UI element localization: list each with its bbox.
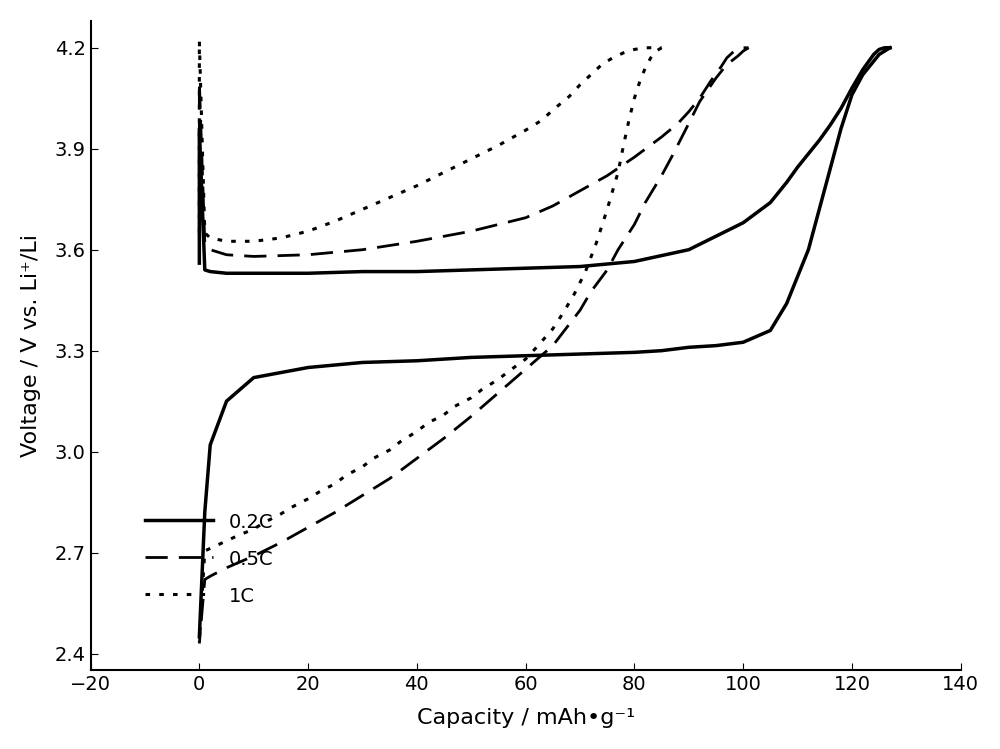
0.2C bbox=[824, 121, 836, 130]
1C bbox=[574, 80, 586, 89]
0.5C bbox=[726, 49, 738, 58]
Line: 0.2C: 0.2C bbox=[199, 48, 890, 273]
0.2C bbox=[813, 136, 825, 145]
0.5C bbox=[221, 250, 233, 259]
1C bbox=[221, 237, 233, 246]
0.2C bbox=[199, 265, 211, 274]
0.5C bbox=[737, 43, 749, 52]
1C bbox=[618, 49, 630, 58]
1C bbox=[645, 43, 657, 52]
0.2C bbox=[802, 149, 814, 158]
0.5C bbox=[743, 43, 755, 52]
1C bbox=[536, 115, 548, 124]
0.2C bbox=[792, 163, 804, 172]
1C bbox=[204, 234, 216, 243]
0.5C bbox=[705, 77, 717, 86]
0.2C bbox=[884, 43, 896, 52]
1C bbox=[193, 37, 205, 46]
0.5C bbox=[248, 252, 260, 261]
1C bbox=[520, 126, 532, 135]
0.5C bbox=[193, 238, 205, 247]
0.5C bbox=[601, 172, 613, 181]
0.5C bbox=[193, 77, 205, 86]
1C bbox=[547, 106, 559, 115]
0.2C bbox=[868, 50, 880, 59]
0.2C bbox=[628, 257, 640, 266]
0.5C bbox=[683, 107, 695, 116]
0.5C bbox=[732, 45, 744, 54]
1C bbox=[465, 154, 477, 163]
0.5C bbox=[204, 245, 216, 254]
0.2C bbox=[781, 178, 793, 187]
Y-axis label: Voltage / V vs. Li⁺/Li: Voltage / V vs. Li⁺/Li bbox=[21, 234, 41, 457]
1C bbox=[356, 204, 368, 213]
0.2C bbox=[193, 124, 205, 133]
0.2C bbox=[857, 65, 869, 74]
0.5C bbox=[574, 187, 586, 195]
0.2C bbox=[411, 267, 423, 276]
0.2C bbox=[356, 267, 368, 276]
0.2C bbox=[204, 267, 216, 276]
1C bbox=[639, 43, 651, 52]
1C bbox=[607, 53, 619, 62]
0.5C bbox=[302, 250, 314, 259]
0.5C bbox=[520, 213, 532, 222]
1C bbox=[275, 234, 287, 243]
1C bbox=[199, 228, 211, 237]
Line: 1C: 1C bbox=[199, 41, 662, 241]
1C bbox=[248, 237, 260, 246]
0.5C bbox=[465, 227, 477, 236]
1C bbox=[384, 193, 396, 202]
0.2C bbox=[683, 245, 695, 254]
0.5C bbox=[715, 61, 727, 70]
Legend: 0.2C, 0.5C, 1C: 0.2C, 0.5C, 1C bbox=[135, 503, 283, 615]
1C bbox=[438, 168, 450, 177]
1C bbox=[411, 181, 423, 190]
0.5C bbox=[656, 133, 668, 142]
Line: 0.5C: 0.5C bbox=[199, 48, 749, 256]
0.2C bbox=[737, 218, 749, 227]
1C bbox=[628, 45, 640, 54]
0.5C bbox=[356, 245, 368, 254]
0.5C bbox=[411, 237, 423, 246]
1C bbox=[193, 228, 205, 237]
0.2C bbox=[465, 265, 477, 274]
0.5C bbox=[547, 201, 559, 210]
X-axis label: Capacity / mAh•g⁻¹: Capacity / mAh•g⁻¹ bbox=[417, 708, 635, 728]
1C bbox=[329, 216, 341, 225]
0.5C bbox=[628, 153, 640, 162]
1C bbox=[596, 60, 608, 69]
0.2C bbox=[873, 45, 885, 54]
0.2C bbox=[520, 264, 532, 273]
1C bbox=[563, 92, 575, 101]
0.5C bbox=[694, 94, 706, 103]
0.2C bbox=[764, 198, 776, 207]
0.2C bbox=[302, 269, 314, 278]
0.2C bbox=[248, 269, 260, 278]
1C bbox=[656, 43, 668, 52]
1C bbox=[650, 43, 662, 52]
0.2C bbox=[574, 262, 586, 271]
0.5C bbox=[199, 238, 211, 247]
0.2C bbox=[879, 43, 891, 52]
0.5C bbox=[672, 119, 684, 128]
0.5C bbox=[721, 53, 733, 62]
1C bbox=[302, 227, 314, 236]
0.2C bbox=[221, 269, 233, 278]
0.2C bbox=[193, 258, 205, 267]
0.2C bbox=[846, 84, 858, 93]
0.2C bbox=[835, 104, 847, 113]
1C bbox=[585, 70, 597, 79]
1C bbox=[492, 141, 504, 150]
